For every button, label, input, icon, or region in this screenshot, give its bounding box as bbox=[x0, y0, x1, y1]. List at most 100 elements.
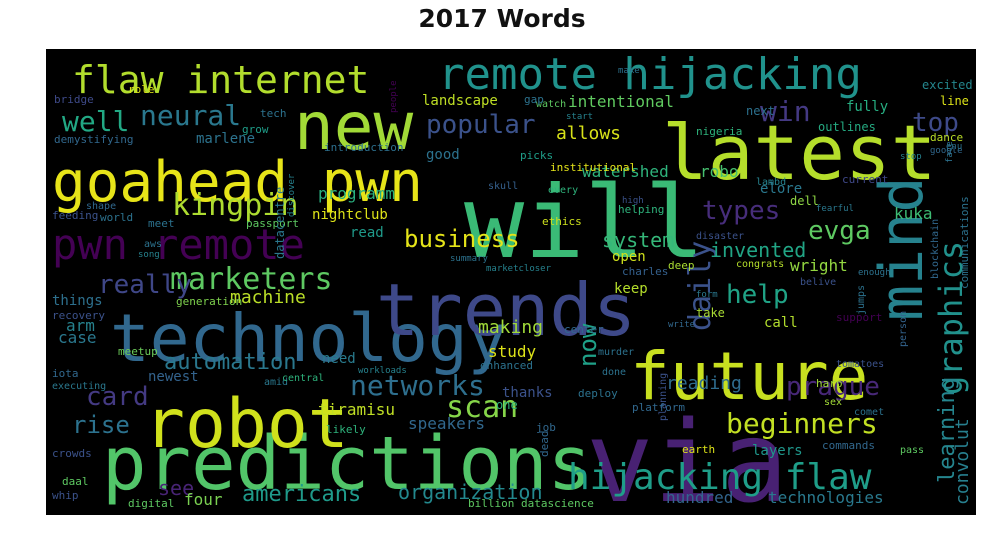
word-introduction: introduction bbox=[324, 141, 403, 154]
word-hijacking-flaw: hijacking flaw bbox=[568, 457, 872, 498]
word-institutional: institutional bbox=[550, 161, 636, 174]
word-keep: keep bbox=[614, 281, 648, 297]
word-commands: commands bbox=[822, 439, 875, 452]
word-flaw-internet: flaw internet bbox=[72, 58, 369, 102]
word-networks: networks bbox=[350, 369, 485, 402]
word-feeding: feeding bbox=[52, 209, 98, 222]
word-crowds: crowds bbox=[52, 447, 92, 460]
word-machine: machine bbox=[230, 287, 306, 308]
word-deep: deep bbox=[668, 259, 695, 272]
word-person: person bbox=[898, 311, 909, 347]
word-marketcloser: marketcloser bbox=[486, 264, 552, 274]
word-speakers: speakers bbox=[408, 414, 485, 433]
word-tiramisu: tiramisu bbox=[318, 400, 395, 419]
word-dell: dell bbox=[790, 194, 819, 208]
word-wright: wright bbox=[790, 256, 848, 275]
word-form: form bbox=[696, 290, 718, 300]
word-support: support bbox=[836, 311, 882, 324]
word-amid: amid bbox=[264, 377, 288, 388]
word-high: high bbox=[622, 196, 644, 206]
word-bridge: bridge bbox=[54, 93, 94, 106]
word-gap: gap bbox=[524, 93, 544, 106]
word-kingpin: kingpin bbox=[172, 188, 298, 223]
word-write: write bbox=[668, 320, 695, 330]
word-take: take bbox=[696, 306, 725, 320]
word-ethics: ethics bbox=[542, 215, 582, 228]
word-newest: newest bbox=[148, 369, 199, 385]
word-excited: excited bbox=[922, 78, 973, 92]
word-card: card bbox=[86, 382, 149, 412]
word-need: need bbox=[322, 351, 356, 367]
word-jumps: jumps bbox=[856, 285, 867, 315]
word-organization: organization bbox=[398, 480, 543, 504]
word-planning: planning bbox=[658, 373, 669, 421]
word-hundred: hundred bbox=[666, 488, 733, 507]
word-future: future bbox=[630, 338, 868, 415]
word-every: every bbox=[548, 185, 578, 196]
word-role: role bbox=[128, 83, 155, 96]
word-deploy: deploy bbox=[578, 387, 618, 400]
word-now: now bbox=[574, 323, 602, 367]
word-intentional: intentional bbox=[568, 92, 674, 111]
word-central: central bbox=[282, 373, 324, 384]
word-well: well bbox=[62, 105, 129, 138]
word-center: center bbox=[564, 323, 604, 336]
word-trends: trends bbox=[376, 268, 636, 352]
word-landscape: landscape bbox=[422, 93, 498, 109]
word-rise: rise bbox=[72, 411, 130, 439]
word-predictions: predictions bbox=[102, 421, 592, 507]
word-really: really bbox=[98, 270, 192, 300]
word-executing: executing bbox=[52, 381, 106, 392]
word-allows: allows bbox=[556, 123, 621, 144]
word-see: see bbox=[158, 476, 194, 500]
word-platform: platform bbox=[632, 401, 685, 414]
word-pwn-remote: pwn remote bbox=[52, 220, 305, 269]
word-picks: picks bbox=[520, 149, 553, 162]
word-types: types bbox=[702, 196, 780, 226]
word-goahead-pwn: goahead pwn bbox=[52, 150, 423, 215]
word-technology: technology bbox=[110, 300, 507, 377]
word-passport: passport bbox=[246, 217, 299, 230]
word-dance: dance bbox=[930, 131, 963, 144]
word-via: via bbox=[586, 398, 788, 515]
word-billion-datascience: billion datascience bbox=[468, 497, 594, 510]
word-marketers: marketers bbox=[170, 262, 333, 297]
word-earth: earth bbox=[682, 443, 715, 456]
word-helping: helping bbox=[618, 203, 664, 216]
word-robo: robo bbox=[700, 162, 739, 181]
word-lambd: lambd bbox=[756, 177, 786, 188]
word-disaster: disaster bbox=[696, 231, 744, 242]
word-demystifying: demystifying bbox=[54, 133, 133, 146]
word-meetup: meetup bbox=[118, 345, 158, 358]
word-win: win bbox=[760, 95, 811, 128]
word-new: new bbox=[294, 88, 413, 165]
word-arm: arm bbox=[66, 316, 95, 335]
word-comet: comet bbox=[854, 407, 884, 418]
word-grow: grow bbox=[242, 123, 269, 136]
word-open: open bbox=[612, 249, 646, 265]
word-stop: stop bbox=[900, 152, 922, 162]
word-study: study bbox=[488, 342, 537, 361]
chart-title: 2017 Words bbox=[418, 4, 586, 33]
word-kuka: kuka bbox=[894, 204, 933, 223]
word-watch: watch bbox=[536, 99, 566, 110]
word-blockchain: blockchain bbox=[930, 219, 941, 279]
word-daal: daal bbox=[62, 475, 89, 488]
word-good: good bbox=[426, 147, 460, 163]
word-belive: belive bbox=[800, 277, 836, 288]
word-likely: likely bbox=[326, 423, 366, 436]
word-face: face bbox=[945, 141, 955, 163]
word-digital: digital bbox=[128, 497, 174, 510]
word-recovery: recovery bbox=[52, 309, 105, 322]
word-popular: popular bbox=[426, 110, 536, 140]
word-help: help bbox=[726, 280, 789, 310]
word-reading: reading bbox=[666, 373, 742, 394]
word-robot: robot bbox=[144, 385, 349, 464]
word-whip: whip bbox=[52, 489, 79, 502]
word-iota: iota bbox=[52, 367, 79, 380]
word-watershed: watershed bbox=[582, 162, 669, 181]
word-latest: latest bbox=[662, 108, 937, 197]
word-call: call bbox=[764, 315, 798, 331]
word-learning: learning bbox=[935, 377, 960, 483]
